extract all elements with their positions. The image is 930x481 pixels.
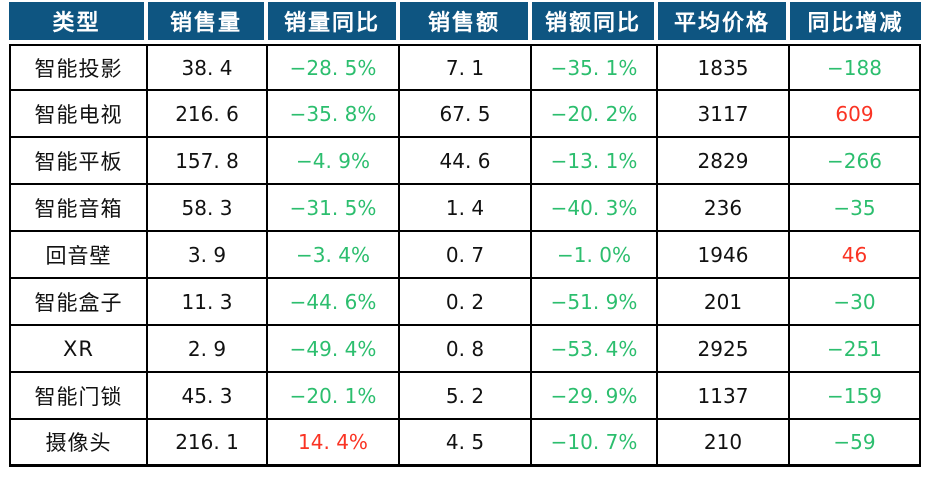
data-cell: −1. 0% bbox=[532, 232, 658, 279]
data-cell: 1137 bbox=[658, 373, 790, 420]
data-cell: 0. 7 bbox=[400, 232, 532, 279]
data-cell: −20. 1% bbox=[268, 373, 400, 420]
data-cell: 2925 bbox=[658, 326, 790, 373]
sales-table: 类型 销售量 销量同比 销售额 销额同比 平均价格 同比增减 智能投影 38. 4 −28. 5… bbox=[9, 2, 921, 467]
data-cell: 3. 9 bbox=[148, 232, 268, 279]
header-cell: 销量同比 bbox=[268, 2, 400, 44]
data-cell: −251 bbox=[790, 326, 921, 373]
data-cell: −35. 1% bbox=[532, 44, 658, 91]
data-cell: −4. 9% bbox=[268, 138, 400, 185]
data-cell: 216. 1 bbox=[148, 420, 268, 467]
data-cell: −49. 4% bbox=[268, 326, 400, 373]
header-cell: 同比增减 bbox=[790, 2, 921, 44]
header-row: 类型 销售量 销量同比 销售额 销额同比 平均价格 同比增减 bbox=[9, 2, 921, 44]
data-cell: −53. 4% bbox=[532, 326, 658, 373]
data-cell: 4. 5 bbox=[400, 420, 532, 467]
table-row: 摄像头 216. 1 14. 4% 4. 5 −10. 7% 210 −59 bbox=[9, 420, 921, 467]
data-cell: 11. 3 bbox=[148, 279, 268, 326]
header-cell: 平均价格 bbox=[658, 2, 790, 44]
data-cell: −35. 8% bbox=[268, 91, 400, 138]
table-row: 智能投影 38. 4 −28. 5% 7. 1 −35. 1% 1835 −188 bbox=[9, 44, 921, 91]
data-cell: 2. 9 bbox=[148, 326, 268, 373]
header-cell: 销售额 bbox=[400, 2, 532, 44]
data-cell: −28. 5% bbox=[268, 44, 400, 91]
data-cell: −29. 9% bbox=[532, 373, 658, 420]
table-row: XR 2. 9 −49. 4% 0. 8 −53. 4% 2925 −251 bbox=[9, 326, 921, 373]
data-cell: 44. 6 bbox=[400, 138, 532, 185]
data-cell: −31. 5% bbox=[268, 185, 400, 232]
data-cell: 210 bbox=[658, 420, 790, 467]
header-cell: 销售量 bbox=[148, 2, 268, 44]
data-cell: 1835 bbox=[658, 44, 790, 91]
data-cell: 1. 4 bbox=[400, 185, 532, 232]
row-label: XR bbox=[9, 326, 148, 373]
row-label: 智能平板 bbox=[9, 138, 148, 185]
table-row: 回音壁 3. 9 −3. 4% 0. 7 −1. 0% 1946 46 bbox=[9, 232, 921, 279]
data-cell: 609 bbox=[790, 91, 921, 138]
table-row: 智能门锁 45. 3 −20. 1% 5. 2 −29. 9% 1137 −159 bbox=[9, 373, 921, 420]
data-cell: 236 bbox=[658, 185, 790, 232]
data-cell: 157. 8 bbox=[148, 138, 268, 185]
data-cell: 2829 bbox=[658, 138, 790, 185]
data-cell: 45. 3 bbox=[148, 373, 268, 420]
data-cell: 7. 1 bbox=[400, 44, 532, 91]
row-label: 智能音箱 bbox=[9, 185, 148, 232]
data-cell: −10. 7% bbox=[532, 420, 658, 467]
data-cell: 0. 2 bbox=[400, 279, 532, 326]
table-row: 智能盒子 11. 3 −44. 6% 0. 2 −51. 9% 201 −30 bbox=[9, 279, 921, 326]
table-row: 智能平板 157. 8 −4. 9% 44. 6 −13. 1% 2829 −266 bbox=[9, 138, 921, 185]
data-cell: 0. 8 bbox=[400, 326, 532, 373]
data-cell: 38. 4 bbox=[148, 44, 268, 91]
row-label: 智能门锁 bbox=[9, 373, 148, 420]
data-cell: −30 bbox=[790, 279, 921, 326]
table-body: 智能投影 38. 4 −28. 5% 7. 1 −35. 1% 1835 −188 智能电视 2… bbox=[9, 44, 921, 467]
data-cell: −159 bbox=[790, 373, 921, 420]
data-cell: 216. 6 bbox=[148, 91, 268, 138]
data-cell: 1946 bbox=[658, 232, 790, 279]
data-cell: 67. 5 bbox=[400, 91, 532, 138]
data-cell: 58. 3 bbox=[148, 185, 268, 232]
data-cell: −59 bbox=[790, 420, 921, 467]
row-label: 智能盒子 bbox=[9, 279, 148, 326]
header-cell: 销额同比 bbox=[532, 2, 658, 44]
data-cell: −44. 6% bbox=[268, 279, 400, 326]
table-row: 智能电视 216. 6 −35. 8% 67. 5 −20. 2% 3117 609 bbox=[9, 91, 921, 138]
row-label: 回音壁 bbox=[9, 232, 148, 279]
data-cell: −35 bbox=[790, 185, 921, 232]
data-cell: 46 bbox=[790, 232, 921, 279]
data-cell: −188 bbox=[790, 44, 921, 91]
table-row: 智能音箱 58. 3 −31. 5% 1. 4 −40. 3% 236 −35 bbox=[9, 185, 921, 232]
data-cell: −40. 3% bbox=[532, 185, 658, 232]
row-label: 智能投影 bbox=[9, 44, 148, 91]
data-cell: 14. 4% bbox=[268, 420, 400, 467]
header-cell: 类型 bbox=[9, 2, 148, 44]
data-cell: −13. 1% bbox=[532, 138, 658, 185]
data-cell: −20. 2% bbox=[532, 91, 658, 138]
row-label: 摄像头 bbox=[9, 420, 148, 467]
data-cell: −3. 4% bbox=[268, 232, 400, 279]
data-cell: −266 bbox=[790, 138, 921, 185]
row-label: 智能电视 bbox=[9, 91, 148, 138]
data-cell: 5. 2 bbox=[400, 373, 532, 420]
data-cell: 201 bbox=[658, 279, 790, 326]
data-cell: 3117 bbox=[658, 91, 790, 138]
data-cell: −51. 9% bbox=[532, 279, 658, 326]
